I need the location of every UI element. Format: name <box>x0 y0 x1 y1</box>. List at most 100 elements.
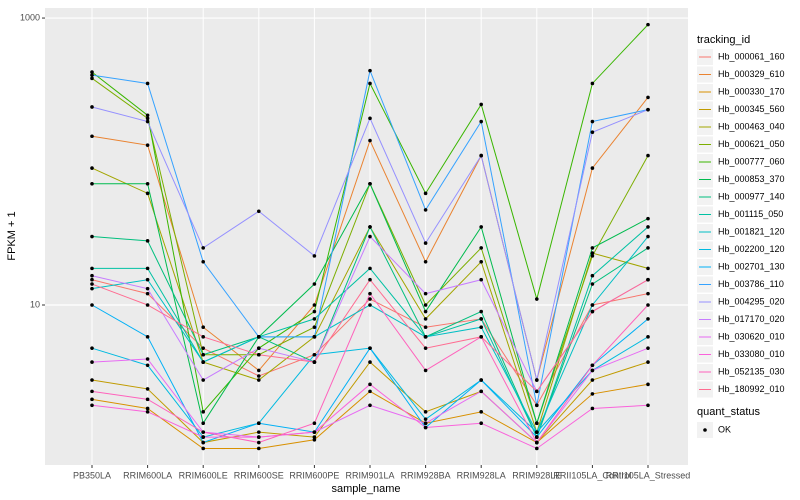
legend-label: Hb_017170_020 <box>718 314 785 324</box>
data-point <box>646 303 650 307</box>
legend-label: Hb_002701_130 <box>718 261 785 271</box>
y-tick-label: 1000 <box>20 12 40 22</box>
data-point <box>423 309 428 314</box>
legend-label: Hb_000621_050 <box>718 139 785 149</box>
data-point <box>312 360 317 364</box>
data-point <box>646 153 650 158</box>
data-point <box>145 286 150 291</box>
data-point <box>368 389 372 394</box>
data-point <box>646 266 650 271</box>
data-point <box>145 406 150 411</box>
data-point <box>312 282 317 286</box>
data-point <box>479 421 484 426</box>
data-point <box>479 153 484 158</box>
data-point <box>201 435 205 439</box>
data-point <box>479 378 484 382</box>
data-point <box>201 335 205 339</box>
data-point <box>145 397 150 402</box>
data-point <box>312 352 317 357</box>
y-tick-label: 10 <box>30 299 40 309</box>
data-point <box>479 260 484 264</box>
data-point <box>646 291 650 296</box>
data-point <box>479 410 484 414</box>
data-point <box>479 309 484 314</box>
data-point <box>90 266 94 271</box>
x-tick-label: RRIM600LA <box>123 470 172 480</box>
data-point <box>90 105 94 109</box>
data-point <box>368 68 372 73</box>
data-point <box>312 317 317 321</box>
data-point <box>479 277 484 282</box>
data-point <box>423 410 428 414</box>
data-point <box>201 346 205 350</box>
data-point <box>90 286 94 291</box>
data-point <box>201 421 205 426</box>
data-point <box>590 166 595 170</box>
data-point <box>590 368 595 373</box>
data-point <box>423 303 428 307</box>
data-point <box>368 297 372 301</box>
data-point <box>646 107 650 112</box>
data-point <box>312 430 317 434</box>
data-point <box>590 406 595 411</box>
x-tick-label: RRIM928LA <box>457 470 506 480</box>
data-point <box>145 357 150 361</box>
data-point <box>90 234 94 239</box>
data-point <box>535 440 539 445</box>
data-point <box>90 70 94 74</box>
data-point <box>90 166 94 170</box>
data-point <box>646 95 650 100</box>
legend-label: Hb_003786_110 <box>718 279 784 289</box>
x-tick-label: RRIM928LE <box>512 470 561 480</box>
data-point <box>90 346 94 350</box>
data-point <box>90 397 94 402</box>
data-point <box>368 291 372 296</box>
data-point <box>145 81 150 86</box>
data-point <box>535 430 539 434</box>
legend-label: Hb_000777_060 <box>718 156 785 166</box>
x-axis-title: sample_name <box>331 483 400 495</box>
data-point <box>201 325 205 330</box>
data-point <box>145 143 150 147</box>
data-point <box>368 382 372 387</box>
x-tick-label: RRII105LA_Stressed <box>606 470 691 480</box>
data-point <box>201 352 205 357</box>
legend-label: Hb_004295_020 <box>718 296 785 306</box>
data-point <box>312 335 317 339</box>
legend-title: tracking_id <box>697 34 750 46</box>
data-point <box>312 325 317 330</box>
data-point <box>535 421 539 426</box>
data-point <box>590 309 595 314</box>
data-point <box>145 116 150 121</box>
data-point <box>201 410 205 414</box>
data-point <box>145 266 150 271</box>
legend-label: Hb_052135_030 <box>718 366 785 376</box>
data-point <box>479 225 484 229</box>
data-point <box>479 389 484 394</box>
data-point <box>368 346 372 350</box>
shape-legend-label: OK <box>718 424 731 434</box>
data-point <box>257 430 261 434</box>
data-point <box>535 403 539 408</box>
data-point <box>423 417 428 421</box>
data-point <box>368 403 372 408</box>
data-point <box>145 410 150 414</box>
data-point <box>646 246 650 250</box>
data-point <box>257 421 261 426</box>
data-point <box>479 317 484 321</box>
data-point <box>423 191 428 196</box>
data-point <box>257 209 261 214</box>
data-point <box>201 446 205 451</box>
data-point <box>257 374 261 378</box>
data-point <box>90 73 94 77</box>
data-point <box>479 335 484 339</box>
data-point <box>646 382 650 387</box>
data-point <box>646 216 650 221</box>
data-point <box>368 81 372 86</box>
data-point <box>590 119 595 124</box>
x-tick-label: RRIM928BA <box>401 470 451 480</box>
data-point <box>257 335 261 339</box>
data-point <box>90 378 94 382</box>
data-point <box>479 102 484 107</box>
